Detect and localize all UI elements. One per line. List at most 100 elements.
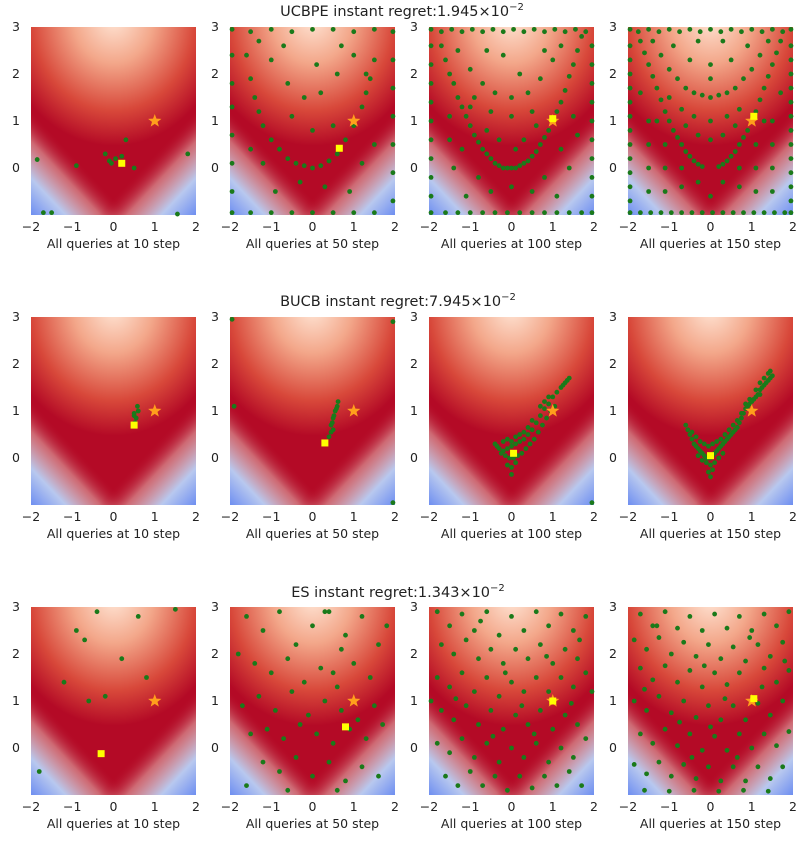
query-point [788,142,794,147]
query-point [728,26,734,32]
query-point [521,755,527,760]
query-point [544,653,549,659]
panel-r2-c2: −2 −1 0 1 2 3 2 1 0 All queries at 100 step [410,599,598,831]
query-point [537,708,543,713]
query-point [459,104,465,110]
query-point [730,764,736,770]
query-point [699,628,705,633]
x-tick-label: 1 [748,509,756,524]
query-point [447,71,453,77]
query-point [753,142,759,147]
current-best-marker [510,449,518,457]
query-point [644,646,649,652]
query-point [390,57,396,63]
query-point [517,432,523,437]
y-tick-label: 1 [12,693,20,708]
x-tick-label: 2 [391,799,399,814]
query-point [476,139,481,145]
y-tick-label: 2 [410,646,418,661]
query-point [708,724,713,730]
query-point [525,158,531,164]
query-point [708,26,713,32]
query-point [175,211,180,217]
query-point [297,179,303,185]
query-point [480,29,486,35]
query-point [476,175,481,180]
query-point [376,773,381,779]
query-point [229,132,235,138]
query-point [627,156,633,162]
query-point [679,184,685,190]
query-point [751,210,757,216]
query-point [438,708,444,713]
query-point [517,210,523,216]
query-point [558,675,564,680]
query-point [699,210,705,216]
query-point [428,118,434,124]
query-point [670,43,676,49]
query-point [293,642,299,647]
query-point [529,189,535,194]
query-point [718,436,724,442]
query-point [542,29,547,35]
query-point [326,609,332,615]
query-point [562,646,568,652]
query-point [767,368,773,374]
query-point [637,210,643,216]
x-tick-label: −2 [221,799,239,814]
query-point [722,696,728,702]
y-tick-label: 2 [410,356,418,371]
query-point [550,726,556,732]
query-point [36,769,42,774]
query-point [708,137,713,143]
query-point [558,146,564,152]
query-point [476,722,481,727]
query-point [765,788,771,794]
query-point [476,656,481,662]
query-point [631,698,637,704]
query-point [767,776,773,781]
y-tick-label: 0 [609,160,617,175]
x-axis-label: All queries at 50 step [246,526,379,541]
query-point [701,663,707,669]
query-point [314,731,320,737]
query-point [710,210,715,216]
heatmap-corner-right [628,317,793,505]
query-point [347,189,353,194]
query-point [363,71,369,77]
query-point [546,394,552,400]
x-tick-label: 0 [309,799,317,814]
query-point [697,439,703,444]
query-point [627,57,633,63]
query-point [542,175,547,180]
query-point [677,719,682,725]
query-point [786,668,792,673]
query-point [728,57,734,63]
query-point [691,90,697,96]
query-point [724,90,730,96]
query-point [428,99,434,105]
query-point [778,90,784,96]
query-point [371,210,377,216]
query-point [322,184,328,190]
query-point [562,88,568,93]
x-tick-label: 0 [309,509,317,524]
query-point [774,50,779,56]
query-point [747,396,753,402]
query-point [509,443,514,449]
query-point [517,163,523,169]
query-point [662,609,668,615]
query-point [338,708,344,713]
query-point [679,142,685,147]
query-point [463,113,469,119]
query-point [693,434,699,440]
query-point [256,109,262,114]
query-point [480,81,486,86]
query-point [371,703,377,709]
query-point [471,755,477,760]
query-point [662,109,668,114]
query-point [546,689,552,694]
x-axis-label: All queries at 150 step [640,236,781,251]
query-point [566,73,572,79]
query-point [513,646,519,652]
